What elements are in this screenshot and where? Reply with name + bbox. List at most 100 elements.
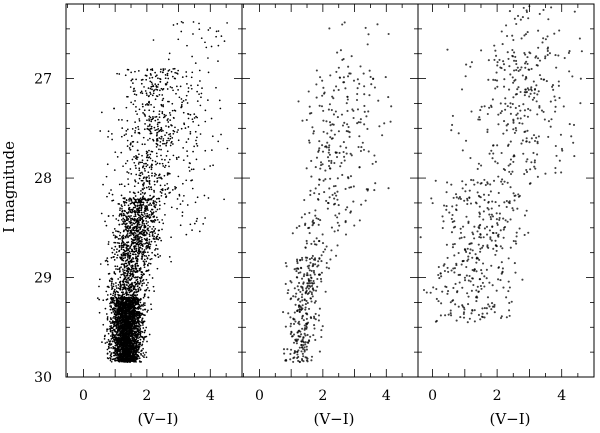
data-point [157, 83, 160, 86]
data-point [133, 359, 135, 362]
data-point [149, 262, 152, 265]
data-point [329, 258, 332, 261]
data-point [296, 298, 300, 301]
data-point [126, 309, 129, 312]
data-point [113, 303, 116, 305]
data-point [126, 288, 129, 290]
data-point [297, 288, 300, 291]
data-point [133, 215, 135, 218]
data-point [170, 124, 172, 126]
data-point [130, 258, 133, 261]
data-point [113, 312, 116, 315]
data-point [155, 140, 158, 142]
data-point [130, 232, 133, 235]
data-point [133, 313, 136, 316]
data-point [125, 265, 128, 268]
data-point [117, 304, 119, 307]
data-point [151, 233, 154, 236]
data-point [124, 349, 127, 352]
data-point [298, 346, 301, 349]
data-point [109, 317, 112, 319]
data-point [121, 127, 124, 129]
data-point [148, 238, 151, 241]
data-point [181, 101, 183, 104]
data-point [134, 90, 136, 92]
data-point [167, 118, 169, 120]
data-point [180, 20, 183, 23]
data-point [131, 249, 134, 252]
data-point [145, 152, 148, 155]
data-point [187, 138, 190, 140]
data-point [164, 213, 166, 216]
data-point [104, 334, 106, 337]
data-point [142, 327, 145, 329]
data-point [303, 349, 306, 352]
data-point [137, 344, 140, 346]
data-point [132, 206, 135, 209]
data-point [306, 284, 309, 287]
data-point [124, 312, 127, 315]
data-point [207, 99, 209, 101]
data-point [333, 230, 336, 233]
data-point [136, 141, 139, 143]
data-point [185, 99, 187, 101]
data-point [138, 345, 141, 347]
data-point [123, 185, 126, 188]
data-point [140, 271, 143, 274]
data-point [181, 200, 184, 202]
data-point [133, 297, 135, 300]
data-point [113, 259, 116, 261]
data-point [301, 338, 304, 341]
data-point [137, 199, 140, 202]
data-point [121, 254, 123, 257]
data-point [143, 273, 145, 276]
data-point [118, 358, 120, 361]
data-point [135, 227, 138, 230]
data-point [117, 237, 120, 240]
data-point [143, 213, 146, 215]
data-point [154, 172, 156, 175]
data-point [142, 338, 145, 341]
data-point [167, 161, 170, 164]
data-point [296, 258, 299, 261]
data-point [111, 327, 114, 330]
data-point [363, 104, 366, 107]
data-point [139, 342, 142, 344]
data-point [134, 232, 137, 234]
data-point [292, 322, 296, 326]
data-point [138, 282, 141, 285]
data-point [141, 166, 144, 169]
data-point [131, 209, 134, 212]
data-point [314, 338, 317, 341]
data-point [136, 297, 139, 299]
data-point [191, 55, 193, 58]
data-point [334, 151, 337, 154]
data-point [138, 118, 141, 120]
data-point [146, 237, 148, 240]
data-point [116, 291, 119, 293]
data-point [191, 187, 194, 190]
data-point [301, 317, 304, 320]
data-point [305, 167, 308, 170]
data-point [185, 141, 188, 143]
data-point [133, 93, 136, 96]
data-point [305, 299, 308, 303]
data-point [196, 116, 199, 119]
data-point [120, 242, 123, 245]
data-point [121, 218, 123, 221]
data-point [107, 332, 110, 335]
data-point [114, 273, 117, 275]
data-point [358, 219, 361, 222]
data-point [155, 198, 158, 200]
data-point [159, 141, 162, 143]
data-point [160, 192, 163, 194]
data-point [310, 175, 313, 178]
data-point [145, 278, 148, 281]
data-point [137, 312, 139, 315]
data-point [329, 124, 332, 127]
data-point [220, 35, 223, 37]
scatter-points [96, 20, 229, 363]
data-point [123, 274, 125, 276]
data-point [119, 330, 122, 333]
data-point [149, 130, 152, 133]
